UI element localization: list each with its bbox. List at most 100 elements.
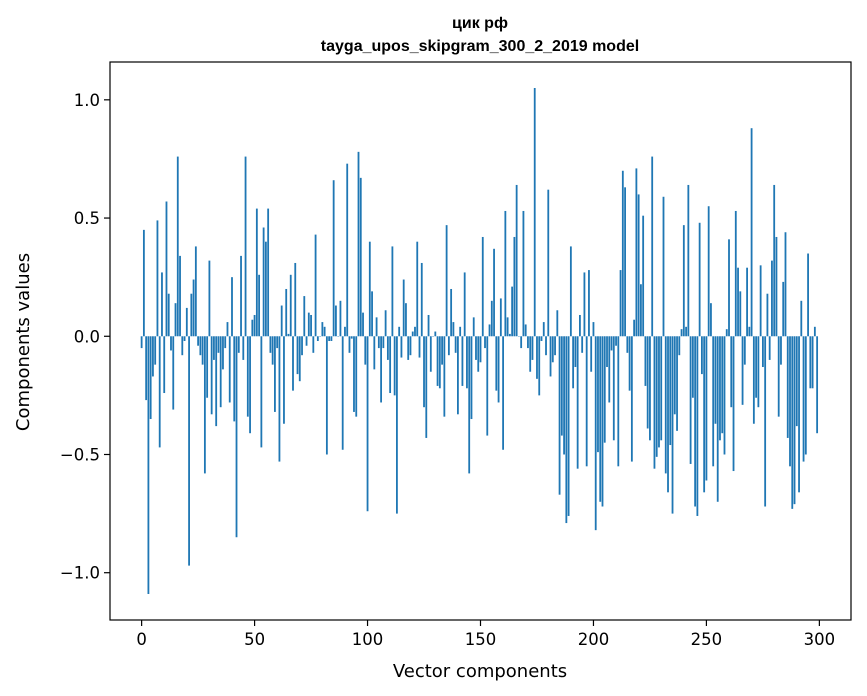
bar xyxy=(161,272,163,337)
bar xyxy=(142,229,145,337)
bar xyxy=(696,336,699,516)
bar xyxy=(565,336,568,524)
bar xyxy=(441,336,443,365)
bar xyxy=(427,314,430,337)
bar xyxy=(215,336,218,427)
bar xyxy=(759,265,762,337)
bar xyxy=(644,336,647,386)
bar xyxy=(809,336,812,389)
bar xyxy=(680,329,683,337)
y-tick-label: −0.5 xyxy=(60,445,100,464)
bar xyxy=(590,336,593,372)
bar xyxy=(743,336,746,365)
bar xyxy=(694,336,697,507)
bar xyxy=(637,194,640,337)
bar xyxy=(773,184,776,337)
bar xyxy=(515,184,518,337)
bar xyxy=(222,336,224,370)
bar xyxy=(479,336,482,363)
bar xyxy=(190,293,193,337)
bar xyxy=(761,336,764,368)
bar xyxy=(235,336,238,538)
bar xyxy=(271,336,274,365)
bar xyxy=(707,206,710,337)
bar xyxy=(527,336,529,349)
bar xyxy=(264,241,267,337)
bar xyxy=(181,336,184,356)
y-tick-label: 0.0 xyxy=(74,327,100,346)
bar xyxy=(436,336,439,386)
bar xyxy=(197,336,200,346)
bar xyxy=(287,333,290,337)
bar xyxy=(802,336,805,462)
bar xyxy=(463,272,466,337)
bar xyxy=(233,336,236,422)
bar xyxy=(231,277,233,337)
bar xyxy=(253,314,256,337)
bar xyxy=(574,336,577,368)
bar xyxy=(167,293,170,337)
bar xyxy=(624,187,626,337)
bar xyxy=(601,336,604,507)
bar xyxy=(206,336,209,398)
bar xyxy=(316,336,319,341)
bar xyxy=(700,336,703,375)
bar xyxy=(764,336,767,507)
bar xyxy=(771,260,773,337)
bar xyxy=(621,170,624,337)
bar xyxy=(445,225,448,337)
bar xyxy=(554,336,556,356)
bar xyxy=(786,336,789,438)
bar xyxy=(364,336,367,365)
bar xyxy=(712,336,715,467)
bar xyxy=(795,336,798,427)
bar xyxy=(698,222,701,337)
bar xyxy=(676,336,678,431)
bar xyxy=(373,336,376,370)
bar xyxy=(497,336,500,403)
bar xyxy=(285,288,288,337)
bar xyxy=(739,291,742,337)
bar xyxy=(280,305,283,337)
bar xyxy=(750,128,753,337)
bar xyxy=(296,336,299,375)
bar xyxy=(176,156,179,337)
bar xyxy=(371,291,373,337)
bar xyxy=(416,241,419,337)
bar xyxy=(721,336,724,434)
bar xyxy=(411,331,414,337)
bar xyxy=(359,177,362,337)
bar xyxy=(240,255,242,337)
bar xyxy=(766,293,769,337)
bar xyxy=(551,336,554,363)
bar xyxy=(488,324,491,337)
bar xyxy=(563,336,565,455)
x-axis-label: Vector components xyxy=(393,661,567,682)
bar xyxy=(269,336,272,353)
bar xyxy=(533,88,536,337)
bar xyxy=(789,336,791,467)
bar xyxy=(344,326,346,337)
bar xyxy=(348,336,351,353)
bar xyxy=(194,246,197,337)
bar xyxy=(305,336,308,346)
x-tick-label: 300 xyxy=(804,630,836,649)
bar xyxy=(443,336,446,417)
bar xyxy=(703,336,706,493)
bar xyxy=(429,336,432,372)
bar xyxy=(382,336,385,349)
bar xyxy=(203,336,206,474)
bar xyxy=(558,336,561,495)
bar xyxy=(457,336,459,415)
bar xyxy=(328,336,331,341)
bar xyxy=(310,314,312,337)
bar xyxy=(260,336,263,448)
bar xyxy=(730,336,733,408)
bar xyxy=(438,336,441,389)
bar xyxy=(283,336,285,424)
bar xyxy=(450,288,453,337)
bar xyxy=(362,312,364,337)
bar xyxy=(346,163,349,337)
bar xyxy=(237,336,240,353)
